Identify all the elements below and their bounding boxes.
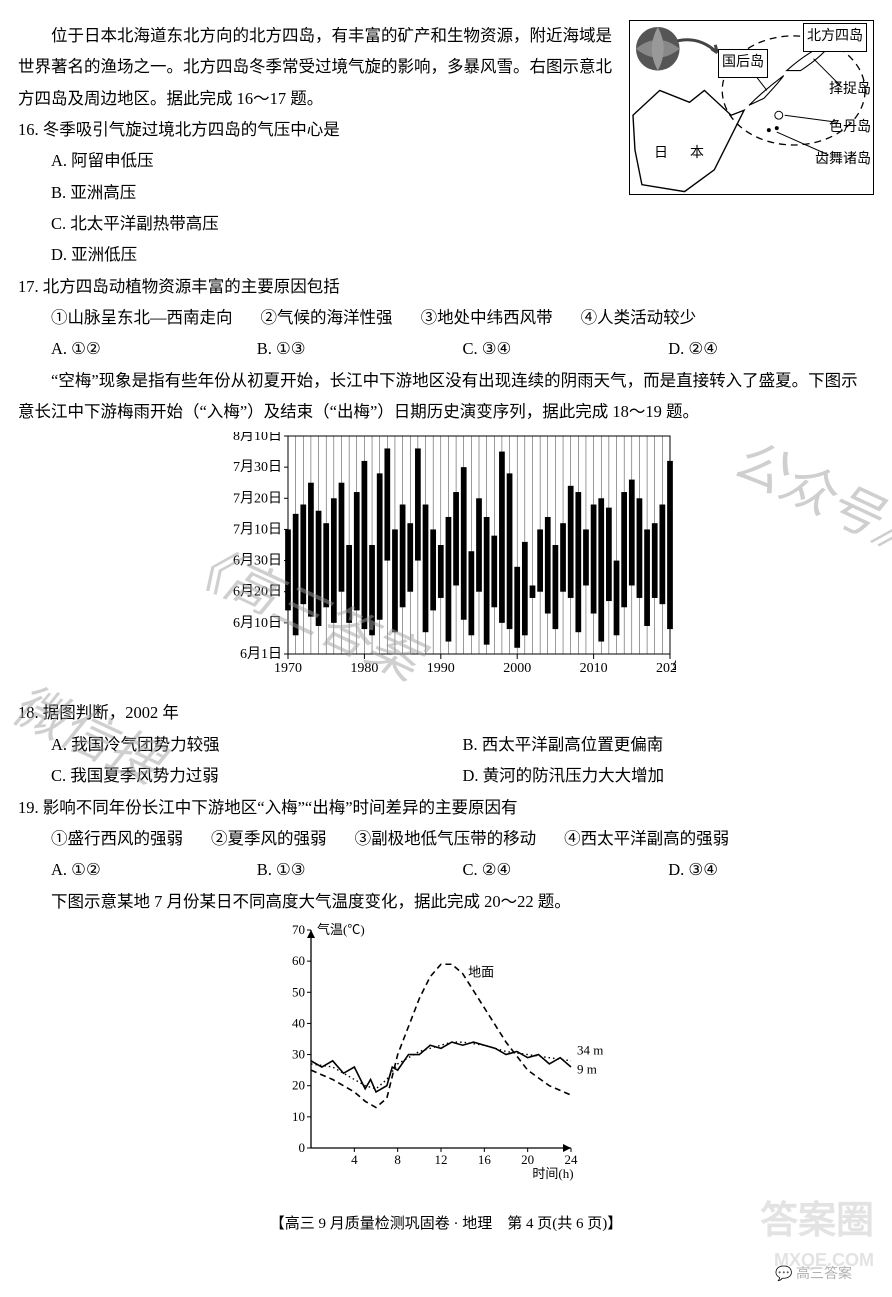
- q17-B: B. ①③: [257, 333, 463, 364]
- wx-hint: 💬 高三答案: [775, 1262, 852, 1289]
- map-l4: 齿舞诸岛: [815, 147, 871, 174]
- svg-text:4: 4: [351, 1152, 358, 1167]
- intro-2: “空梅”现象是指有些年份从初夏开始，长江中下游地区没有出现连续的阴雨天气，而是直…: [18, 365, 874, 428]
- svg-text:0: 0: [299, 1140, 306, 1155]
- q18-C: C. 我国夏季风势力过弱: [51, 760, 463, 791]
- svg-text:7月20日: 7月20日: [233, 491, 282, 507]
- q18-D: D. 黄河的防汛压力大大增加: [463, 760, 875, 791]
- q16-D: D. 亚洲低压: [51, 239, 874, 270]
- q17-D: D. ②④: [668, 333, 874, 364]
- q19-o4: ④西太平洋副高的强弱: [564, 823, 729, 854]
- svg-text:20: 20: [521, 1152, 534, 1167]
- svg-text:时间(h): 时间(h): [532, 1166, 573, 1181]
- q19-o1: ①盛行西风的强弱: [51, 823, 183, 854]
- q19-o3: ③副极地低气压带的移动: [355, 823, 537, 854]
- svg-text:70: 70: [292, 922, 305, 937]
- svg-text:50: 50: [292, 984, 305, 999]
- q19-o2: ②夏季风的强弱: [211, 823, 327, 854]
- temp-chart: 0 10 20 30 40 50 60 70 4 8 12 16 20 24 气温(℃) 时间(h) 地面 34 …: [261, 922, 631, 1182]
- wm3: 公众号》: [715, 413, 892, 590]
- svg-text:12: 12: [435, 1152, 448, 1167]
- map-l5: 日 本: [654, 141, 708, 168]
- q17-C: C. ③④: [463, 333, 669, 364]
- q17-o4: ④人类活动较少: [581, 302, 697, 333]
- q18-stem: 18. 据图判断，2002 年: [18, 697, 874, 728]
- q18-B: B. 西太平洋副高位置更偏南: [463, 729, 875, 760]
- svg-text:地面: 地面: [468, 965, 494, 980]
- q19-C: C. ②④: [463, 854, 669, 885]
- intro-3: 下图示意某地 7 月份某日不同高度大气温度变化，据此完成 20～22 题。: [18, 886, 874, 917]
- svg-text:7月10日: 7月10日: [233, 522, 282, 538]
- q17-o2: ②气候的海洋性强: [261, 302, 393, 333]
- svg-text:10: 10: [292, 1109, 305, 1124]
- svg-text:6月10日: 6月10日: [233, 615, 282, 631]
- svg-text:6月20日: 6月20日: [233, 584, 282, 600]
- q17-A: A. ①②: [51, 333, 257, 364]
- svg-text:1970: 1970: [274, 661, 302, 676]
- svg-text:8: 8: [394, 1152, 401, 1167]
- q19-stem: 19. 影响不同年份长江中下游地区“入梅”“出梅”时间差异的主要原因有: [18, 792, 874, 823]
- q19-A: A. ①②: [51, 854, 257, 885]
- q17-o3: ③地处中纬西风带: [421, 302, 553, 333]
- svg-text:9 m: 9 m: [577, 1061, 597, 1076]
- svg-text:年: 年: [672, 660, 676, 676]
- map-l3: 色丹岛: [829, 115, 871, 142]
- svg-text:34 m: 34 m: [577, 1042, 603, 1057]
- map-title: 北方四岛: [803, 23, 867, 52]
- svg-text:6月30日: 6月30日: [233, 553, 282, 569]
- svg-text:16: 16: [478, 1152, 492, 1167]
- map-l2: 择捉岛: [829, 77, 871, 104]
- svg-text:8月10日: 8月10日: [233, 432, 282, 444]
- q17-stem: 17. 北方四岛动植物资源丰富的主要原因包括: [18, 271, 874, 302]
- svg-text:2000: 2000: [503, 661, 531, 676]
- svg-text:24: 24: [565, 1152, 579, 1167]
- map-figure: 北方四岛 国后岛 择捉岛 色丹岛 齿舞诸岛 日 本: [629, 20, 874, 195]
- q16-C: C. 北太平洋副热带高压: [51, 208, 874, 239]
- svg-text:1980: 1980: [350, 661, 378, 676]
- svg-text:30: 30: [292, 1046, 305, 1061]
- svg-text:1990: 1990: [427, 661, 455, 676]
- map-l1: 国后岛: [718, 49, 768, 78]
- q17-o1: ①山脉呈东北—西南走向: [51, 302, 233, 333]
- svg-text:气温(℃): 气温(℃): [317, 922, 365, 937]
- range-chart: 8月10日7月30日7月20日7月10日6月30日6月20日6月10日6月1日1…: [216, 432, 676, 682]
- svg-text:60: 60: [292, 953, 305, 968]
- page-footer: 【高三 9 月质量检测巩固卷 · 地理 第 4 页(共 6 页)】: [18, 1210, 874, 1239]
- svg-text:6月1日: 6月1日: [240, 646, 282, 662]
- q19-B: B. ①③: [257, 854, 463, 885]
- svg-text:40: 40: [292, 1015, 305, 1030]
- svg-text:20: 20: [292, 1078, 305, 1093]
- svg-text:7月30日: 7月30日: [233, 460, 282, 476]
- q18-A: A. 我国冷气团势力较强: [51, 729, 463, 760]
- q19-D: D. ③④: [668, 854, 874, 885]
- svg-text:2010: 2010: [580, 661, 608, 676]
